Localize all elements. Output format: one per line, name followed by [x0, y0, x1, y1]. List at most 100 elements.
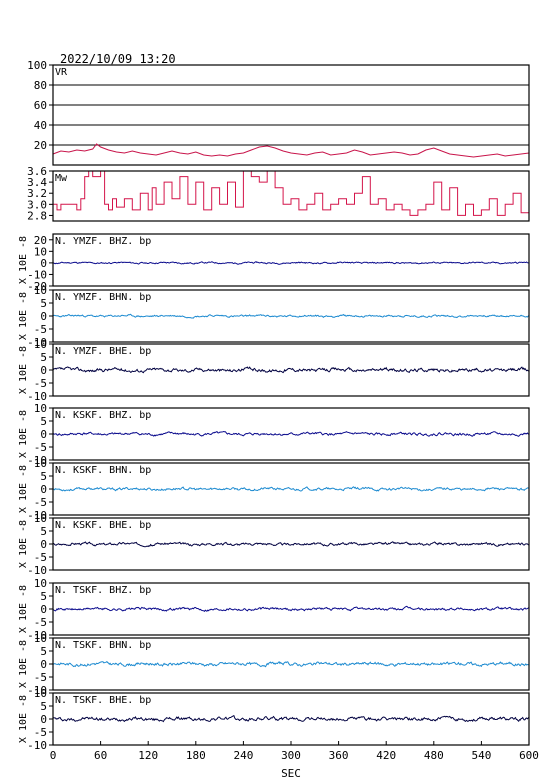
x-tick-label-120: 120 — [138, 749, 158, 762]
y-tick-label-kskf-bhe-5: -5 — [34, 551, 47, 564]
series-line-ymzf-bhn — [52, 313, 530, 319]
x-tick-label-600: 600 — [519, 749, 539, 762]
panel-frame-vr — [52, 64, 530, 166]
y-tick-label-ymzf-bhz-20: 20 — [34, 234, 47, 247]
x-tick-label-240: 240 — [233, 749, 253, 762]
y-tick-label-mw-3-4: 3.4 — [27, 176, 47, 189]
y-tick-label-kskf-bhz-5: -5 — [34, 441, 47, 454]
y-tick-label-ymzf-bhe-5: 5 — [40, 351, 47, 364]
y-tick-label-ymzf-bhn-5: 5 — [40, 297, 47, 310]
y-tick-label-tskf-bhn-5: -5 — [34, 671, 47, 684]
y-tick-label-tskf-bhn-0: 0 — [40, 658, 47, 671]
panels-group: 20406080100VR2.83.03.23.43.6Mw-20-100102… — [18, 59, 530, 752]
y-tick-label-kskf-bhz-10: -10 — [27, 454, 47, 467]
y-tick-label-kskf-bhe-5: 5 — [40, 525, 47, 538]
y-axis-label-tskf-bhn: X 10E -8 — [18, 640, 29, 688]
y-axis-label-ymzf-bhe: X 10E -8 — [18, 346, 29, 394]
y-tick-label-kskf-bhn-10: 10 — [34, 457, 47, 470]
panel-label-ymzf-bhz: N. YMZF. BHZ. bp — [55, 236, 151, 247]
y-tick-label-ymzf-bhn-10: -10 — [27, 336, 47, 349]
y-tick-label-ymzf-bhz-10: -10 — [27, 268, 47, 281]
y-axis-label-kskf-bhn: X 10E -8 — [18, 465, 29, 513]
y-tick-label-ymzf-bhn-0: 0 — [40, 310, 47, 323]
y-tick-label-tskf-bhe-10: -10 — [27, 739, 47, 752]
panel-frame-mw — [52, 170, 530, 222]
panel-frame-ymzf-bhz — [52, 233, 530, 287]
y-tick-label-kskf-bhn-5: -5 — [34, 496, 47, 509]
x-tick-label-0: 0 — [50, 749, 57, 762]
y-tick-label-tskf-bhz-5: 5 — [40, 590, 47, 603]
y-tick-label-kskf-bhz-10: 10 — [34, 402, 47, 415]
y-tick-label-kskf-bhn-10: -10 — [27, 509, 47, 522]
y-tick-label-mw-3-2: 3.2 — [27, 187, 47, 200]
panel-label-kskf-bhz: N. KSKF. BHZ. bp — [55, 410, 151, 421]
y-tick-label-ymzf-bhe-10: 10 — [34, 338, 47, 351]
y-tick-label-vr-40: 40 — [34, 119, 47, 132]
y-tick-label-tskf-bhz-10: 10 — [34, 577, 47, 590]
series-line-kskf-bhe — [52, 541, 530, 548]
y-axis-label-tskf-bhe: X 10E -8 — [18, 695, 29, 743]
y-tick-label-ymzf-bhe-0: 0 — [40, 364, 47, 377]
x-tick-label-300: 300 — [281, 749, 301, 762]
series-line-ymzf-bhe — [52, 366, 530, 374]
x-tick-label-180: 180 — [186, 749, 206, 762]
y-tick-label-kskf-bhz-5: 5 — [40, 415, 47, 428]
y-tick-label-tskf-bhz-0: 0 — [40, 603, 47, 616]
series-line-tskf-bhz — [52, 605, 530, 612]
x-tick-label-480: 480 — [424, 749, 444, 762]
y-tick-label-kskf-bhn-0: 0 — [40, 483, 47, 496]
y-tick-label-vr-60: 60 — [34, 99, 47, 112]
y-tick-label-tskf-bhz-5: -5 — [34, 616, 47, 629]
y-tick-label-vr-80: 80 — [34, 79, 47, 92]
panel-label-tskf-bhe: N. TSKF. BHE. bp — [55, 695, 151, 706]
y-tick-label-tskf-bhe-10: 10 — [34, 687, 47, 700]
y-tick-label-kskf-bhe-0: 0 — [40, 538, 47, 551]
y-tick-label-mw-3-6: 3.6 — [27, 165, 47, 178]
y-tick-label-tskf-bhe-5: 5 — [40, 700, 47, 713]
y-tick-label-kskf-bhe-10: 10 — [34, 512, 47, 525]
x-tick-label-360: 360 — [329, 749, 349, 762]
y-tick-label-ymzf-bhe-10: -10 — [27, 390, 47, 403]
series-line-vr — [52, 143, 530, 158]
series-line-mw — [53, 170, 530, 216]
y-tick-label-ymzf-bhe-5: -5 — [34, 377, 47, 390]
y-tick-label-tskf-bhn-5: 5 — [40, 645, 47, 658]
series-line-kskf-bhn — [52, 486, 530, 492]
series-line-tskf-bhn — [52, 660, 529, 668]
x-axis-label: SEC — [281, 767, 301, 780]
y-axis-label-kskf-bhz: X 10E -8 — [18, 410, 29, 458]
y-axis-label-ymzf-bhz: X 10E -8 — [18, 236, 29, 284]
series-line-kskf-bhz — [52, 430, 530, 437]
y-tick-label-vr-20: 20 — [34, 139, 47, 152]
panel-mw: 2.83.03.23.43.6 Mw — [27, 165, 530, 222]
y-tick-label-ymzf-bhz-0: 0 — [40, 257, 47, 270]
y-tick-label-mw-2-8: 2.8 — [27, 209, 47, 222]
y-tick-label-ymzf-bhz-10: 10 — [34, 245, 47, 258]
y-tick-label-tskf-bhn-10: 10 — [34, 632, 47, 645]
y-tick-label-ymzf-bhn-5: -5 — [34, 323, 47, 336]
panel-label-ymzf-bhe: N. YMZF. BHE. bp — [55, 346, 151, 357]
y-tick-label-tskf-bhz-10: -10 — [27, 629, 47, 642]
y-tick-label-tskf-bhe-5: -5 — [34, 726, 47, 739]
y-tick-label-vr-100: 100 — [27, 59, 47, 72]
x-tick-label-420: 420 — [376, 749, 396, 762]
y-tick-label-kskf-bhn-5: 5 — [40, 470, 47, 483]
y-axis-label-tskf-bhz: X 10E -8 — [18, 585, 29, 633]
y-axis-label-ymzf-bhn: X 10E -8 — [18, 292, 29, 340]
panel-label-kskf-bhn: N. KSKF. BHN. bp — [55, 465, 151, 476]
panel-label-vr: VR — [55, 67, 68, 78]
y-tick-label-ymzf-bhn-10: 10 — [34, 284, 47, 297]
y-tick-label-tskf-bhe-0: 0 — [40, 713, 47, 726]
y-axis-label-kskf-bhe: X 10E -8 — [18, 520, 29, 568]
panel-label-tskf-bhn: N. TSKF. BHN. bp — [55, 640, 151, 651]
y-tick-label-kskf-bhz-0: 0 — [40, 428, 47, 441]
